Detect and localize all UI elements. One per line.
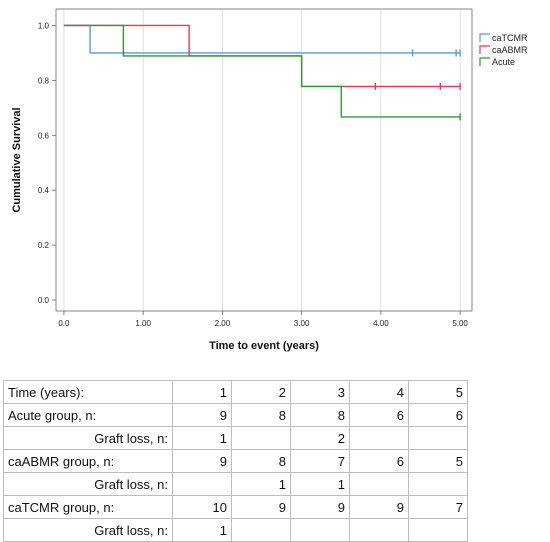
table-cell bbox=[349, 518, 409, 542]
risk-table-row: caABMR group, n: 9 8 7 6 5 bbox=[3, 449, 468, 473]
table-cell: 7 bbox=[408, 495, 468, 519]
risk-table-row: caTCMR group, n: 10 9 9 9 7 bbox=[3, 495, 468, 519]
risk-table-row: Time (years): 1 2 3 4 5 bbox=[3, 380, 468, 404]
row-label: Time (years): bbox=[3, 380, 173, 404]
table-cell: 8 bbox=[231, 449, 291, 473]
survival-chart: 0.0 1.00 2.00 3.00 4.00 5.00 0.0 0.2 0.4 0.6 0.8 1.… bbox=[11, 8, 528, 352]
table-cell bbox=[231, 426, 291, 450]
legend-entry-caabmr: caABMR bbox=[479, 45, 528, 55]
x-tick-label: 3.00 bbox=[294, 319, 310, 328]
risk-table: Time (years): 1 2 3 4 5 Acute group, n: 9 8 8 6 6 Gr… bbox=[3, 380, 468, 542]
table-cell bbox=[408, 472, 468, 496]
y-tick-label: 0.8 bbox=[38, 76, 50, 85]
table-cell: 8 bbox=[290, 403, 350, 427]
table-cell: 1 bbox=[172, 426, 232, 450]
risk-table-row: Graft loss, n: 1 bbox=[3, 518, 468, 542]
legend-entry-catcmr: caTCMR bbox=[479, 33, 528, 43]
risk-table-row: Graft loss, n: 1 1 bbox=[3, 472, 468, 496]
x-axis-title: Time to event (years) bbox=[209, 340, 319, 352]
risk-table-row: Acute group, n: 9 8 8 6 6 bbox=[3, 403, 468, 427]
table-cell: 9 bbox=[231, 495, 291, 519]
legend-label: caTCMR bbox=[492, 33, 528, 43]
y-tick-label: 0.6 bbox=[38, 131, 50, 140]
table-cell: 9 bbox=[290, 495, 350, 519]
table-cell: 2 bbox=[290, 426, 350, 450]
y-tick-label: 0.2 bbox=[38, 241, 50, 250]
legend-swatch bbox=[479, 33, 490, 42]
row-label: Acute group, n: bbox=[3, 403, 173, 427]
table-cell: 10 bbox=[172, 495, 232, 519]
x-tick-label: 5.00 bbox=[452, 319, 468, 328]
table-cell: 1 bbox=[231, 472, 291, 496]
table-cell bbox=[408, 518, 468, 542]
legend-swatch bbox=[479, 57, 490, 66]
plot-frame bbox=[55, 8, 473, 312]
table-cell: 6 bbox=[408, 403, 468, 427]
series-acute bbox=[63, 24, 461, 121]
legend-entry-acute: Acute bbox=[479, 57, 515, 67]
row-label: caTCMR group, n: bbox=[3, 495, 173, 519]
table-cell: 6 bbox=[349, 403, 409, 427]
table-cell: 3 bbox=[290, 380, 350, 404]
table-cell bbox=[349, 426, 409, 450]
table-cell: 9 bbox=[172, 403, 232, 427]
table-cell bbox=[172, 472, 232, 496]
y-axis-title: Cumulative Survival bbox=[11, 107, 23, 212]
row-label: Graft loss, n: bbox=[3, 518, 173, 542]
table-cell bbox=[231, 518, 291, 542]
table-cell: 6 bbox=[349, 449, 409, 473]
x-tick-label: 4.00 bbox=[373, 319, 389, 328]
table-cell bbox=[408, 426, 468, 450]
table-cell: 5 bbox=[408, 380, 468, 404]
risk-table-row: Graft loss, n: 1 2 bbox=[3, 426, 468, 450]
legend-label: Acute bbox=[492, 57, 515, 67]
table-cell: 1 bbox=[290, 472, 350, 496]
table-cell: 8 bbox=[231, 403, 291, 427]
x-tick-label: 0.0 bbox=[58, 319, 70, 328]
x-tick-label: 2.00 bbox=[215, 319, 231, 328]
y-tick-label: 1.0 bbox=[38, 21, 50, 30]
y-tick-label: 0.0 bbox=[38, 296, 50, 305]
row-label: caABMR group, n: bbox=[3, 449, 173, 473]
table-cell: 1 bbox=[172, 518, 232, 542]
table-cell: 9 bbox=[349, 495, 409, 519]
table-cell: 1 bbox=[172, 380, 232, 404]
row-label: Graft loss, n: bbox=[3, 472, 173, 496]
table-cell: 7 bbox=[290, 449, 350, 473]
table-cell: 2 bbox=[231, 380, 291, 404]
kaplan-meier-plot: 0.0 1.00 2.00 3.00 4.00 5.00 0.0 0.2 0.4 0.6 0.8 1.… bbox=[11, 8, 528, 352]
table-cell bbox=[290, 518, 350, 542]
legend-label: caABMR bbox=[492, 45, 528, 55]
table-cell: 5 bbox=[408, 449, 468, 473]
table-cell bbox=[349, 472, 409, 496]
table-cell: 4 bbox=[349, 380, 409, 404]
table-cell: 9 bbox=[172, 449, 232, 473]
legend-swatch bbox=[479, 45, 490, 54]
x-tick-label: 1.00 bbox=[135, 319, 151, 328]
survival-curve-acute bbox=[63, 24, 461, 118]
y-tick-label: 0.4 bbox=[38, 186, 50, 195]
row-label: Graft loss, n: bbox=[3, 426, 173, 450]
